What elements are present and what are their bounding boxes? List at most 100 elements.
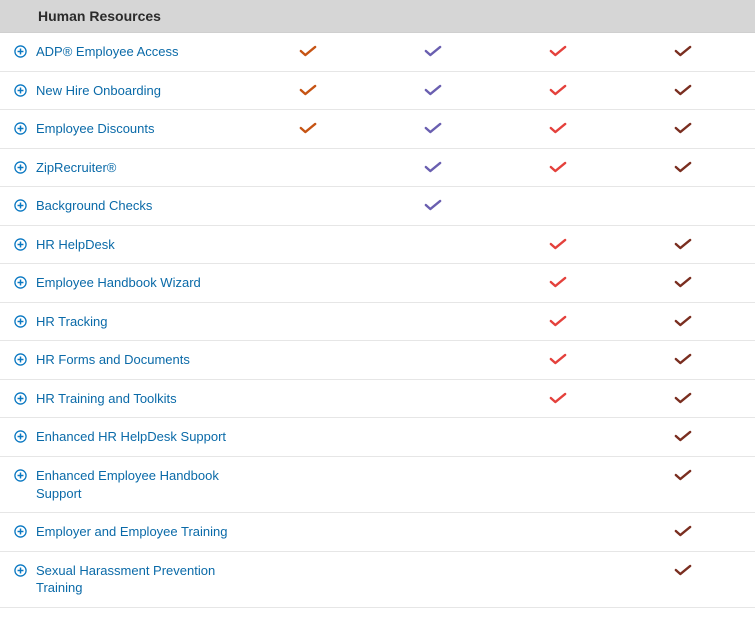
tick-cell	[620, 120, 745, 135]
check-icon	[674, 563, 692, 577]
tick-cell	[620, 523, 745, 538]
check-icon	[674, 83, 692, 97]
table-row: HR Tracking	[0, 303, 755, 342]
expand-icon[interactable]	[14, 45, 27, 58]
check-icon	[549, 44, 567, 58]
tick-cell	[620, 562, 745, 577]
feature-label[interactable]: New Hire Onboarding	[36, 82, 246, 100]
table-row: HR HelpDesk	[0, 226, 755, 265]
expand-cell	[14, 82, 36, 97]
expand-icon[interactable]	[14, 469, 27, 482]
expand-icon[interactable]	[14, 238, 27, 251]
feature-label[interactable]: Enhanced Employee Handbook Support	[36, 467, 246, 502]
table-row: HR Training and Toolkits	[0, 380, 755, 419]
feature-label[interactable]: HR Training and Toolkits	[36, 390, 246, 408]
tick-cell	[371, 236, 496, 237]
expand-icon[interactable]	[14, 353, 27, 366]
tick-cell	[371, 428, 496, 429]
tick-cell	[496, 467, 621, 468]
tick-cell	[496, 562, 621, 563]
section-title: Human Resources	[38, 8, 161, 24]
check-icon	[424, 44, 442, 58]
feature-label[interactable]: HR HelpDesk	[36, 236, 246, 254]
check-icon	[674, 352, 692, 366]
expand-icon[interactable]	[14, 315, 27, 328]
feature-label[interactable]: ZipRecruiter®	[36, 159, 246, 177]
feature-label[interactable]: Enhanced HR HelpDesk Support	[36, 428, 246, 446]
expand-cell	[14, 351, 36, 366]
expand-icon[interactable]	[14, 199, 27, 212]
expand-cell	[14, 43, 36, 58]
tick-cell	[371, 562, 496, 563]
feature-label[interactable]: HR Tracking	[36, 313, 246, 331]
expand-cell	[14, 390, 36, 405]
check-icon	[549, 121, 567, 135]
expand-cell	[14, 159, 36, 174]
tick-cell	[496, 197, 621, 198]
table-row: Enhanced Employee Handbook Support	[0, 457, 755, 513]
feature-label[interactable]: Employer and Employee Training	[36, 523, 246, 541]
tick-cell	[246, 43, 371, 58]
tick-cell	[496, 159, 621, 174]
expand-icon[interactable]	[14, 430, 27, 443]
tick-cell	[620, 428, 745, 443]
tick-cell	[371, 467, 496, 468]
tick-cell	[620, 313, 745, 328]
feature-label[interactable]: Employee Handbook Wizard	[36, 274, 246, 292]
tick-cell	[620, 274, 745, 289]
feature-label[interactable]: Employee Discounts	[36, 120, 246, 138]
check-icon	[299, 83, 317, 97]
feature-label[interactable]: ADP® Employee Access	[36, 43, 246, 61]
check-icon	[674, 237, 692, 251]
feature-label[interactable]: HR Forms and Documents	[36, 351, 246, 369]
table-row: Employee Discounts	[0, 110, 755, 149]
tick-cell	[620, 351, 745, 366]
table-row: Employee Handbook Wizard	[0, 264, 755, 303]
tick-cell	[246, 390, 371, 391]
table-row: New Hire Onboarding	[0, 72, 755, 111]
tick-cell	[246, 313, 371, 314]
tick-cell	[246, 562, 371, 563]
tick-cell	[496, 43, 621, 58]
expand-cell	[14, 467, 36, 482]
tick-cell	[371, 82, 496, 97]
table-row: Background Checks	[0, 187, 755, 226]
expand-cell	[14, 236, 36, 251]
expand-icon[interactable]	[14, 84, 27, 97]
expand-icon[interactable]	[14, 392, 27, 405]
check-icon	[549, 275, 567, 289]
check-icon	[674, 275, 692, 289]
check-icon	[674, 121, 692, 135]
tick-cell	[371, 197, 496, 212]
expand-cell	[14, 562, 36, 577]
check-icon	[549, 83, 567, 97]
table-row: Enhanced HR HelpDesk Support	[0, 418, 755, 457]
tick-cell	[496, 351, 621, 366]
tick-cell	[620, 390, 745, 405]
expand-icon[interactable]	[14, 122, 27, 135]
expand-icon[interactable]	[14, 276, 27, 289]
check-icon	[424, 198, 442, 212]
tick-cell	[371, 159, 496, 174]
tick-cell	[620, 82, 745, 97]
check-icon	[674, 391, 692, 405]
check-icon	[674, 468, 692, 482]
tick-cell	[246, 428, 371, 429]
tick-cell	[246, 467, 371, 468]
table-row: Sexual Harassment Prevention Training	[0, 552, 755, 608]
check-icon	[674, 524, 692, 538]
expand-icon[interactable]	[14, 564, 27, 577]
tick-cell	[496, 120, 621, 135]
check-icon	[674, 314, 692, 328]
feature-label[interactable]: Background Checks	[36, 197, 246, 215]
tick-cell	[246, 120, 371, 135]
expand-cell	[14, 523, 36, 538]
expand-icon[interactable]	[14, 525, 27, 538]
tick-cell	[371, 523, 496, 524]
tick-cell	[246, 523, 371, 524]
expand-icon[interactable]	[14, 161, 27, 174]
expand-cell	[14, 120, 36, 135]
check-icon	[424, 121, 442, 135]
tick-cell	[496, 274, 621, 289]
feature-label[interactable]: Sexual Harassment Prevention Training	[36, 562, 246, 597]
